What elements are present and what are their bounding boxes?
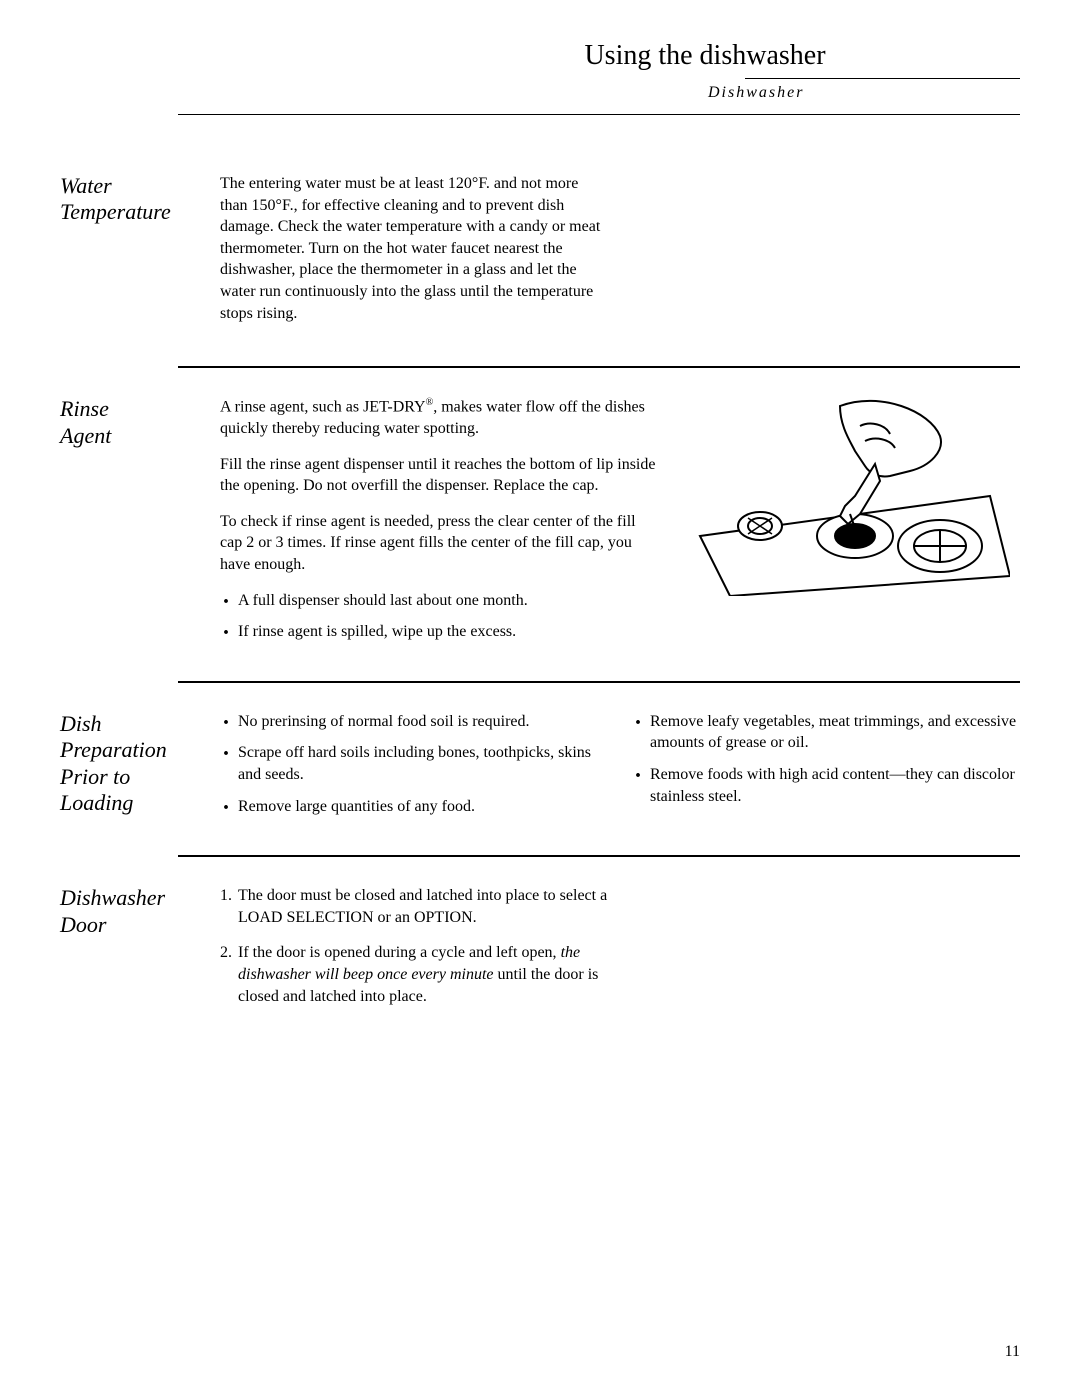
body-column: The entering water must be at least 120°…: [220, 173, 608, 338]
manual-page: Using the dishwasher Dishwasher Water Te…: [0, 0, 1080, 1397]
item-text: The door must be closed and latched into…: [238, 887, 607, 926]
numbered-item: 1. The door must be closed and latched i…: [220, 885, 608, 928]
body-column-left: No prerinsing of normal food soil is req…: [220, 711, 608, 827]
numbered-list: 1. The door must be closed and latched i…: [220, 885, 608, 1007]
header-rule: Dishwasher: [178, 84, 1020, 115]
page-header: Using the dishwasher Dishwasher: [60, 40, 1020, 115]
bullet-item: A full dispenser should last about one m…: [220, 590, 656, 612]
section-rinse-agent: Rinse Agent A rinse agent, such as JET-D…: [60, 368, 1020, 681]
body-column: A rinse agent, such as JET-DRY®, makes w…: [220, 396, 656, 653]
page-number: 11: [1005, 1343, 1020, 1361]
item-number: 1.: [220, 885, 232, 907]
body-paragraph: Fill the rinse agent dispenser until it …: [220, 454, 656, 497]
body-column-empty: [632, 885, 1020, 1021]
bullet-item: Scrape off hard soils including bones, t…: [220, 742, 608, 785]
numbered-item: 2. If the door is opened during a cycle …: [220, 942, 608, 1007]
bullet-list: Remove leafy vegetables, meat trimmings,…: [632, 711, 1020, 807]
body-paragraph: To check if rinse agent is needed, press…: [220, 511, 656, 576]
subtitle-rule-short: [745, 78, 1020, 79]
title-line: Prior to: [60, 764, 130, 789]
title-line: Preparation: [60, 737, 167, 762]
bullet-item: If rinse agent is spilled, wipe up the e…: [220, 621, 656, 643]
item-text: If the door is opened during a cycle and…: [238, 944, 561, 961]
title-line: Dish: [60, 711, 102, 736]
title-line: Water: [60, 173, 112, 198]
page-subtitle: Dishwasher: [708, 84, 1020, 102]
bullet-list: No prerinsing of normal food soil is req…: [220, 711, 608, 817]
body-column-empty: [632, 173, 1020, 338]
section-title-rinse-agent: Rinse Agent: [60, 396, 220, 653]
title-line: Temperature: [60, 199, 171, 224]
section-title-dishwasher-door: Dishwasher Door: [60, 885, 220, 1021]
section-dishwasher-door: Dishwasher Door 1. The door must be clos…: [60, 857, 1020, 1049]
body-column-right: Remove leafy vegetables, meat trimmings,…: [632, 711, 1020, 827]
bullet-item: Remove leafy vegetables, meat trimmings,…: [632, 711, 1020, 754]
section-body: The entering water must be at least 120°…: [220, 173, 1020, 338]
bullet-item: Remove foods with high acid content—they…: [632, 764, 1020, 807]
title-line: Loading: [60, 790, 133, 815]
section-title-dish-preparation: Dish Preparation Prior to Loading: [60, 711, 220, 827]
body-column: 1. The door must be closed and latched i…: [220, 885, 608, 1021]
title-line: Door: [60, 912, 106, 937]
section-title-water-temperature: Water Temperature: [60, 173, 220, 338]
bullet-item: Remove large quantities of any food.: [220, 796, 608, 818]
dispenser-icon: [690, 396, 1010, 596]
title-line: Dishwasher: [60, 885, 165, 910]
body-paragraph: The entering water must be at least 120°…: [220, 173, 608, 324]
bullet-list: A full dispenser should last about one m…: [220, 590, 656, 643]
body-paragraph: A rinse agent, such as JET-DRY®, makes w…: [220, 396, 656, 440]
page-title: Using the dishwasher: [390, 40, 1020, 72]
section-body: A rinse agent, such as JET-DRY®, makes w…: [220, 396, 1020, 653]
section-water-temperature: Water Temperature The entering water mus…: [60, 145, 1020, 366]
bullet-item: No prerinsing of normal food soil is req…: [220, 711, 608, 733]
title-line: Rinse: [60, 396, 109, 421]
section-dish-preparation: Dish Preparation Prior to Loading No pre…: [60, 683, 1020, 855]
item-number: 2.: [220, 942, 232, 964]
text-run: A rinse agent, such as JET-DRY: [220, 398, 426, 415]
rinse-agent-illustration: [680, 396, 1020, 653]
section-body: No prerinsing of normal food soil is req…: [220, 711, 1020, 827]
title-line: Agent: [60, 423, 111, 448]
section-body: 1. The door must be closed and latched i…: [220, 885, 1020, 1021]
